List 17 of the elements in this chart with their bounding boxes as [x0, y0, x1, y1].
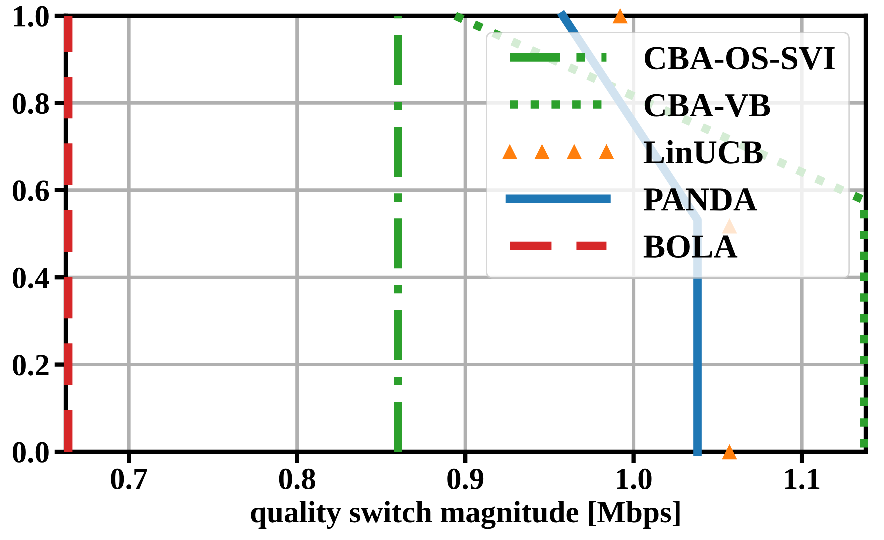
y-tick-label: 0.4: [13, 268, 50, 289]
x-tick-label: 0.8: [279, 468, 316, 490]
x-tick-label: 0.7: [111, 468, 148, 490]
x-axis-title: quality switch magnitude [Mbps]: [251, 501, 680, 530]
x-tick-label: 0.9: [448, 468, 484, 490]
y-tick-label: 0.0: [13, 442, 49, 464]
legend-label: CBA-VB: [645, 94, 770, 117]
y-tick-label: 0.2: [13, 355, 49, 376]
x-tick-label: 1.1: [785, 469, 820, 490]
legend-label: PANDA: [644, 188, 758, 211]
y-tick-label: 1.0: [14, 6, 49, 28]
y-tick-label: 0.8: [13, 93, 50, 114]
y-tick-label: 0.6: [13, 180, 50, 202]
legend-label: LinUCB: [644, 140, 763, 164]
legend-label: BOLA: [644, 236, 738, 258]
x-tick-label: 1.0: [617, 468, 652, 490]
legend-label: CBA-OS-SVI: [645, 47, 835, 70]
